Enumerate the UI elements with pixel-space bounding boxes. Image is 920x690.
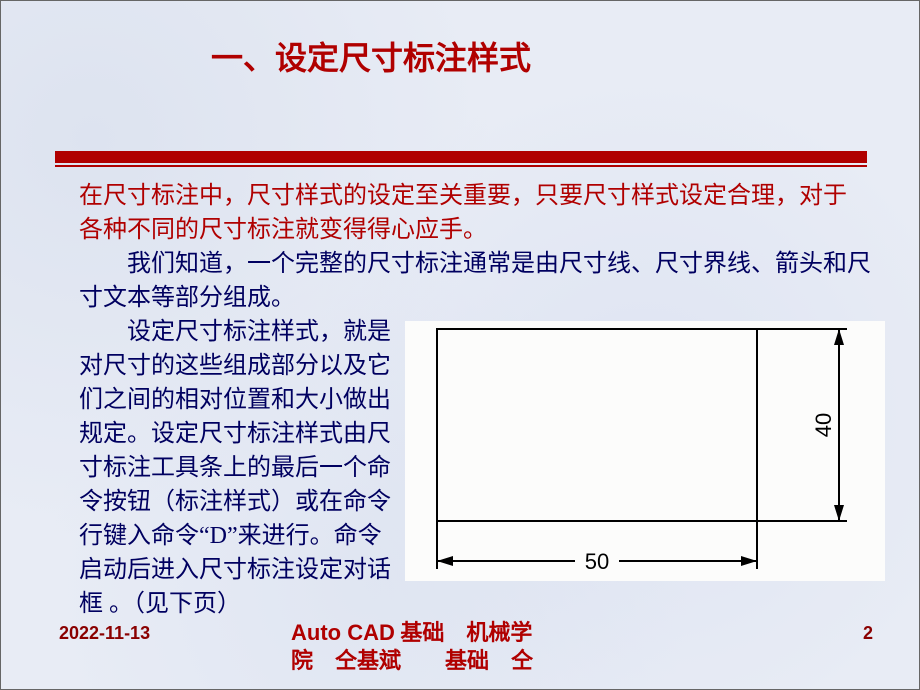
svg-text:50: 50 xyxy=(585,549,609,574)
slide: 一、设定尺寸标注样式 在尺寸标注中，尺寸样式的设定至关重要，只要尺寸样式设定合理… xyxy=(0,0,920,690)
paragraph-2: 我们知道，一个完整的尺寸标注通常是由尺寸线、尺寸界线、箭头和尺寸文本等部分组成。 xyxy=(79,247,889,315)
footer-center-en: Auto CAD xyxy=(291,620,395,645)
footer-center-cn2: 院 仝基斌 基础 仝 xyxy=(291,648,533,673)
footer-center-cn1: 基础 机械学 xyxy=(400,620,532,645)
slide-title: 一、设定尺寸标注样式 xyxy=(211,33,531,79)
svg-text:40: 40 xyxy=(811,413,836,437)
divider-line xyxy=(55,165,867,167)
paragraph-3: 设定尺寸标注样式，就是对尺寸的这些组成部分以及它们之间的相对位置和大小做出规定。… xyxy=(79,315,399,621)
divider-bar xyxy=(55,151,867,163)
paragraph-2-text: 我们知道，一个完整的尺寸标注通常是由尺寸线、尺寸界线、箭头和尺寸文本等部分组成。 xyxy=(79,251,871,311)
paragraph-3-rest: 就是对尺寸的这些组成部分以及它们之间的相对位置和大小做出规定。设定尺寸标注样式由… xyxy=(79,319,391,617)
paragraph-3-first: 设定尺寸标注样式， xyxy=(127,319,343,345)
footer-center: Auto CAD 基础 机械学 院 仝基斌 基础 仝 xyxy=(291,619,711,675)
footer-page-number: 2 xyxy=(863,623,873,644)
dimension-svg: 50 40 xyxy=(405,321,885,581)
dimension-diagram: 50 40 xyxy=(405,321,885,581)
footer-date: 2022-11-13 xyxy=(59,623,150,644)
paragraph-red: 在尺寸标注中，尺寸样式的设定至关重要，只要尺寸样式设定合理，对于各种不同的尺寸标… xyxy=(79,179,869,247)
